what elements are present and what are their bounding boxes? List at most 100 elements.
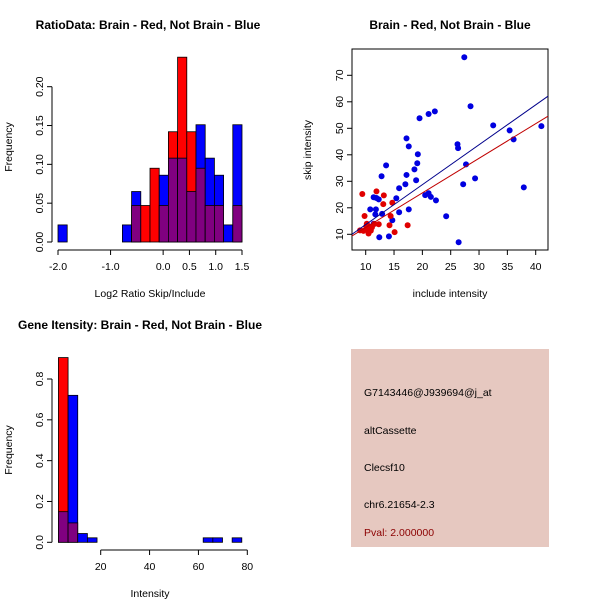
- point-brain: [386, 222, 393, 229]
- point-brain: [368, 224, 375, 231]
- bar-overlap: [131, 205, 142, 243]
- bar-overlap: [232, 205, 243, 243]
- p-value: Pval: 2.000000: [364, 527, 434, 539]
- y-tick-label: 10: [334, 228, 346, 240]
- scatter-xlabel: include intensity: [413, 288, 488, 300]
- point-not-brain: [375, 196, 382, 203]
- x-tick-label: 40: [530, 261, 542, 273]
- point-brain: [380, 192, 387, 199]
- point-not-brain: [396, 185, 403, 192]
- intensity-scatter: Brain - Red, Not Brain - Blue include in…: [302, 18, 549, 300]
- point-not-brain: [376, 234, 383, 241]
- fit-line-not-brain: [351, 95, 549, 235]
- bar-overlap: [177, 157, 188, 243]
- x-tick-label: 30: [473, 261, 485, 273]
- bar-not-brain: [57, 224, 68, 243]
- point-not-brain: [461, 54, 468, 61]
- x-tick-label: -2.0: [49, 261, 67, 273]
- bar-brain: [140, 205, 151, 243]
- point-not-brain: [427, 193, 434, 200]
- x-tick-label: 60: [193, 561, 205, 573]
- gene-histogram-ylabel: Frequency: [3, 424, 15, 474]
- bar-not-brain: [223, 224, 234, 243]
- y-tick-label: 0.15: [34, 115, 46, 136]
- chromosome-location: chr6.21654-2.3: [364, 499, 435, 511]
- ratio-histogram-xlabel: Log2 Ratio Skip/Include: [95, 288, 206, 300]
- ratio-histogram-title: RatioData: Brain - Red, Not Brain - Blue: [36, 18, 261, 32]
- point-not-brain: [431, 108, 438, 115]
- point-brain: [380, 201, 387, 208]
- y-tick-label: 50: [334, 122, 346, 134]
- probe-id: G7143446@J939694@j_at: [364, 387, 492, 399]
- point-not-brain: [411, 166, 418, 173]
- point-not-brain: [467, 103, 474, 110]
- point-not-brain: [416, 115, 423, 122]
- y-tick-label: 40: [334, 149, 346, 161]
- ratio-histogram-ylabel: Frequency: [3, 121, 15, 171]
- point-not-brain: [383, 162, 390, 169]
- point-not-brain: [378, 173, 385, 180]
- x-tick-label: 0.5: [182, 261, 197, 273]
- y-tick-label: 30: [334, 175, 346, 187]
- x-tick-label: 10: [360, 261, 372, 273]
- point-not-brain: [396, 209, 403, 216]
- x-tick-label: 15: [388, 261, 400, 273]
- point-brain: [361, 213, 368, 220]
- y-tick-label: 20: [334, 202, 346, 214]
- gene-histogram-xlabel: Intensity: [130, 588, 170, 600]
- x-tick-label: 1.0: [208, 261, 223, 273]
- bar-overlap: [213, 205, 224, 243]
- y-tick-label: 0.10: [34, 154, 46, 175]
- bar-brain: [149, 167, 160, 243]
- point-not-brain: [405, 206, 412, 213]
- y-tick-label: 0.05: [34, 193, 46, 214]
- bar-not-brain: [86, 537, 98, 543]
- y-tick-label: 0.8: [34, 372, 46, 387]
- y-tick-label: 70: [334, 69, 346, 81]
- point-not-brain: [403, 171, 410, 178]
- point-not-brain: [367, 206, 374, 213]
- x-tick-label: -1.0: [102, 261, 120, 273]
- bar-not-brain: [231, 537, 243, 543]
- point-not-brain: [490, 122, 497, 129]
- point-not-brain: [414, 151, 421, 158]
- gene-intensity-histogram: Gene Itensity: Brain - Red, Not Brain - …: [3, 318, 262, 600]
- point-brain: [359, 191, 366, 198]
- x-tick-label: 0.0: [156, 261, 171, 273]
- x-tick-label: 20: [95, 561, 107, 573]
- bar-overlap: [58, 511, 69, 543]
- x-tick-label: 1.5: [235, 261, 250, 273]
- point-not-brain: [414, 160, 421, 167]
- point-not-brain: [372, 206, 379, 213]
- gene-histogram-title: Gene Itensity: Brain - Red, Not Brain - …: [18, 318, 262, 332]
- bar-not-brain: [202, 537, 214, 543]
- point-not-brain: [460, 181, 467, 188]
- point-not-brain: [372, 211, 379, 218]
- bar-not-brain: [67, 394, 79, 543]
- y-tick-label: 60: [334, 96, 346, 108]
- bar-overlap: [167, 157, 178, 243]
- point-not-brain: [520, 184, 527, 191]
- point-brain: [375, 221, 382, 228]
- bar-overlap: [195, 167, 206, 243]
- point-not-brain: [432, 197, 439, 204]
- ratio-histogram: RatioData: Brain - Red, Not Brain - Blue…: [3, 18, 261, 300]
- y-tick-label: 0.20: [34, 76, 46, 97]
- bar-not-brain: [77, 533, 88, 543]
- y-tick-label: 0.6: [34, 412, 46, 427]
- point-brain: [365, 230, 372, 237]
- scatter-ylabel: skip intensity: [302, 119, 314, 180]
- y-tick-label: 0.2: [34, 494, 46, 509]
- point-not-brain: [385, 233, 392, 240]
- y-tick-label: 0.0: [34, 535, 46, 550]
- point-not-brain: [506, 127, 513, 134]
- point-brain: [404, 222, 411, 229]
- point-not-brain: [393, 195, 400, 202]
- bar-overlap: [158, 205, 169, 243]
- bar-not-brain: [212, 537, 223, 543]
- point-not-brain: [405, 143, 412, 150]
- x-tick-label: 20: [417, 261, 429, 273]
- bar-overlap: [67, 522, 79, 543]
- point-not-brain: [472, 175, 479, 182]
